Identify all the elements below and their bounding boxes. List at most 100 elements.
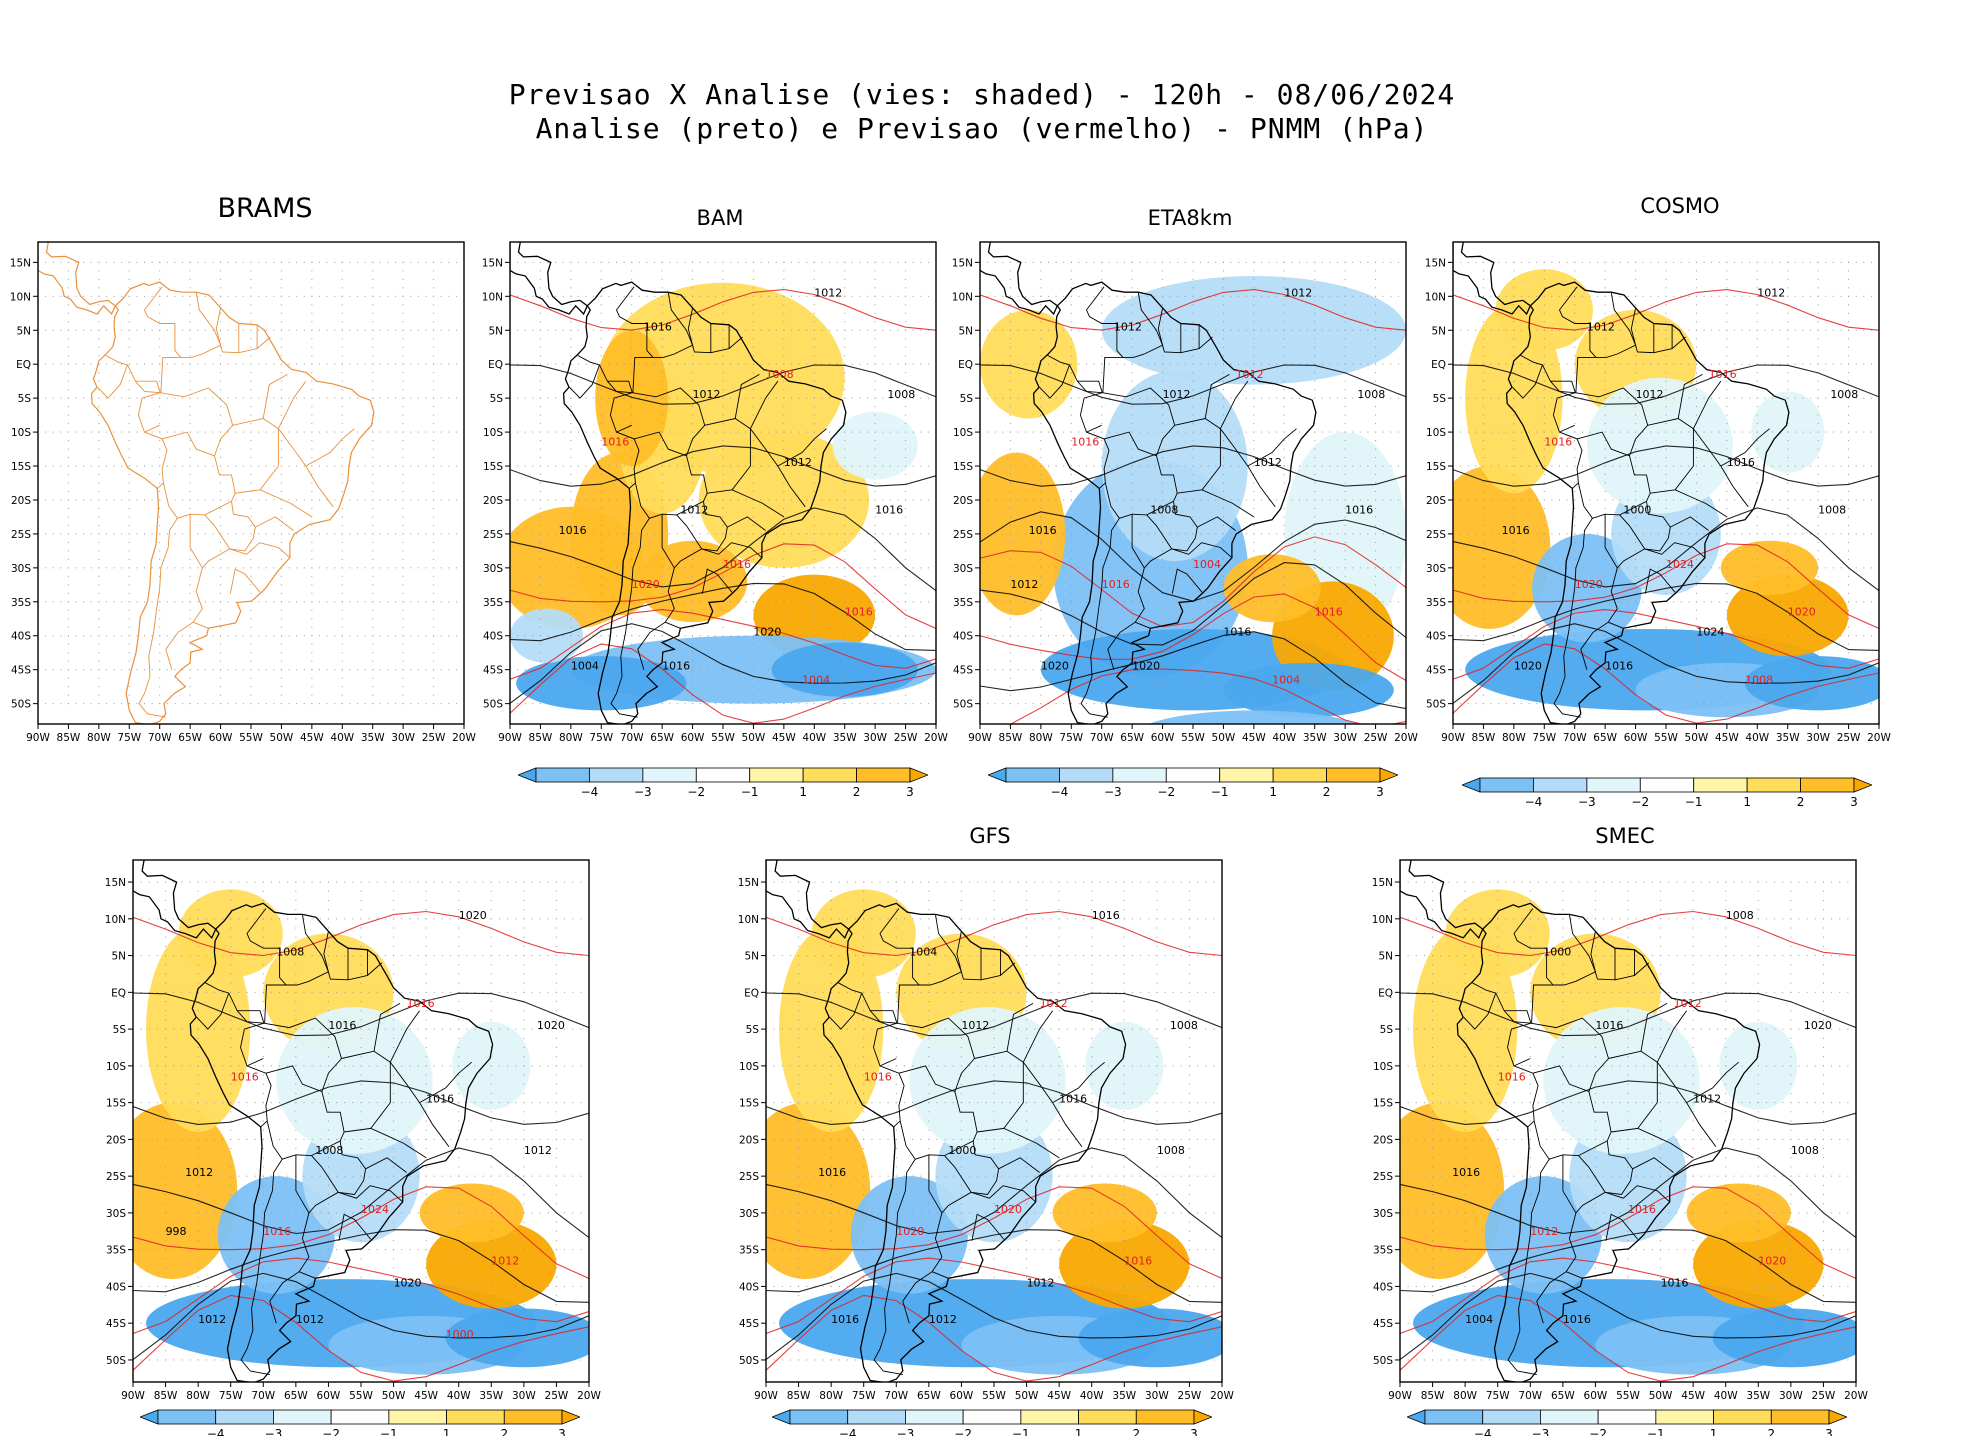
- isobar-label: 998: [166, 1225, 187, 1238]
- latitude-tick-label: 40S: [1426, 631, 1446, 643]
- colorbar-segment: [1480, 778, 1533, 792]
- longitude-tick-label: 60W: [1151, 732, 1175, 744]
- longitude-tick-label: 20W: [1844, 1390, 1868, 1402]
- colorbar-segment: [331, 1410, 389, 1424]
- latitude-tick-label: EQ: [744, 987, 759, 999]
- latitude-tick-label: 45S: [953, 665, 973, 677]
- isobar-label: 1000: [446, 1328, 474, 1341]
- colorbar-segment: [910, 768, 928, 782]
- isobar-label: 1016: [1727, 456, 1755, 469]
- longitude-tick-label: 85W: [787, 1390, 811, 1402]
- longitude-tick-label: 90W: [26, 732, 50, 744]
- isobar-label: 1008: [887, 388, 915, 401]
- colorbar-tick-label: 2: [1132, 1427, 1140, 1436]
- colorbar-segment: [1407, 1410, 1425, 1424]
- latitude-tick-label: 35S: [106, 1245, 126, 1257]
- latitude-tick-label: 5N: [1431, 325, 1446, 337]
- longitude-tick-label: 55W: [1181, 732, 1205, 744]
- colorbar-bam: −4−3−2−11234: [518, 766, 928, 806]
- latitude-tick-label: 25S: [953, 529, 973, 541]
- isobar-label: 1016: [328, 1019, 356, 1032]
- isobar-label: 1004: [1193, 558, 1221, 571]
- colorbar-tick-label: 2: [500, 1427, 508, 1436]
- map-svg: 1012101610161016101210201012101610201020…: [133, 860, 589, 1382]
- latitude-tick-label: 25S: [483, 529, 503, 541]
- colorbar-segment: [1801, 778, 1854, 792]
- isobar-label: 1016: [1029, 524, 1057, 537]
- colorbar-tick-label: 1: [1075, 1427, 1083, 1436]
- map-svg: 1016101610121016101610121012102010161008…: [766, 860, 1222, 1382]
- longitude-tick-label: 80W: [1029, 732, 1053, 744]
- latitude-tick-label: 10N: [105, 914, 126, 926]
- longitude-tick-label: 75W: [852, 1390, 876, 1402]
- bias-shade: [980, 310, 1077, 419]
- colorbar-tick-label: −1: [1647, 1427, 1665, 1436]
- longitude-tick-label: 70W: [148, 732, 172, 744]
- colorbar-tick-label: −3: [1104, 785, 1122, 799]
- colorbar-svg: −4−3−2−11234: [140, 1408, 580, 1436]
- colorbar-tick-label: −2: [1589, 1427, 1607, 1436]
- isobar-label: 1012: [1636, 388, 1664, 401]
- longitude-tick-label: 50W: [742, 732, 766, 744]
- colorbar-tick-label: −3: [1532, 1427, 1550, 1436]
- colorbar-gfs: −4−3−2−11234: [772, 1408, 1212, 1436]
- isobar-label: 1012: [491, 1254, 519, 1267]
- figure-title-line2: Analise (preto) e Previsao (vermelho) - …: [0, 112, 1964, 145]
- latitude-tick-label: 15S: [739, 1098, 759, 1110]
- longitude-tick-label: 30W: [1779, 1390, 1803, 1402]
- isobar-label: 1012: [1114, 320, 1142, 333]
- colorbar-segment: [216, 1410, 274, 1424]
- isobar-label: 1016: [263, 1225, 291, 1238]
- isobar-label: 1008: [766, 368, 794, 381]
- latitude-tick-label: 30S: [953, 563, 973, 575]
- colorbar-smec: −4−3−2−11234: [1407, 1408, 1847, 1436]
- latitude-tick-label: 10N: [482, 291, 503, 303]
- colorbar-tick-label: 1: [443, 1427, 451, 1436]
- latitude-tick-label: 45S: [11, 665, 31, 677]
- colorbar-segment: [1113, 768, 1166, 782]
- latitude-tick-label: 10S: [739, 1061, 759, 1073]
- isobar-label: 1016: [1315, 605, 1343, 618]
- colorbar-segment: [140, 1410, 158, 1424]
- isobar-label: 1016: [1628, 1203, 1656, 1216]
- latitude-tick-label: 10S: [953, 427, 973, 439]
- longitude-tick-label: 50W: [382, 1390, 406, 1402]
- latitude-tick-label: 15S: [483, 461, 503, 473]
- isobar-label: 1016: [1605, 660, 1633, 673]
- latitude-tick-label: 50S: [483, 699, 503, 711]
- colorbar-tick-label: −1: [1685, 795, 1703, 809]
- longitude-tick-label: 80W: [819, 1390, 843, 1402]
- colorbar-svg: −4−3−2−11234: [988, 766, 1398, 806]
- colorbar-segment: [1079, 1410, 1137, 1424]
- isobar-label: 1016: [1092, 909, 1120, 922]
- isobar-label: 1020: [1132, 660, 1160, 673]
- panel-title-brams: BRAMS: [150, 193, 380, 224]
- longitude-tick-label: 60W: [1624, 732, 1648, 744]
- bias-shade: [833, 412, 918, 480]
- colorbar-segment: [790, 1410, 848, 1424]
- isobar-label: 1012: [296, 1313, 324, 1326]
- colorbar-tick-label: −4: [581, 785, 599, 799]
- longitude-tick-label: 35W: [1776, 732, 1800, 744]
- longitude-tick-label: 60W: [317, 1390, 341, 1402]
- longitude-tick-label: 65W: [1120, 732, 1144, 744]
- colorbar-tick-label: −1: [741, 785, 759, 799]
- colorbar-tick-label: −4: [207, 1427, 225, 1436]
- colorbar-segment: [1771, 1410, 1829, 1424]
- isobar-label: 1012: [1040, 997, 1068, 1010]
- latitude-tick-label: 15S: [953, 461, 973, 473]
- isobar-label: 1012: [1284, 286, 1312, 299]
- colorbar-segment: [562, 1410, 580, 1424]
- map-svg: 1016101610161012102010161016101210081020…: [1400, 860, 1856, 1382]
- isobar-label: 1012: [1010, 578, 1038, 591]
- latitude-tick-label: 40S: [953, 631, 973, 643]
- latitude-tick-label: 50S: [11, 699, 31, 711]
- latitude-tick-label: 5S: [490, 393, 504, 405]
- latitude-tick-label: 10S: [1373, 1061, 1393, 1073]
- isobar-label: 1004: [802, 673, 830, 686]
- isobar-label: 1012: [1693, 1093, 1721, 1106]
- isobar-label: 1012: [185, 1166, 213, 1179]
- isobar-label: 1012: [961, 1019, 989, 1032]
